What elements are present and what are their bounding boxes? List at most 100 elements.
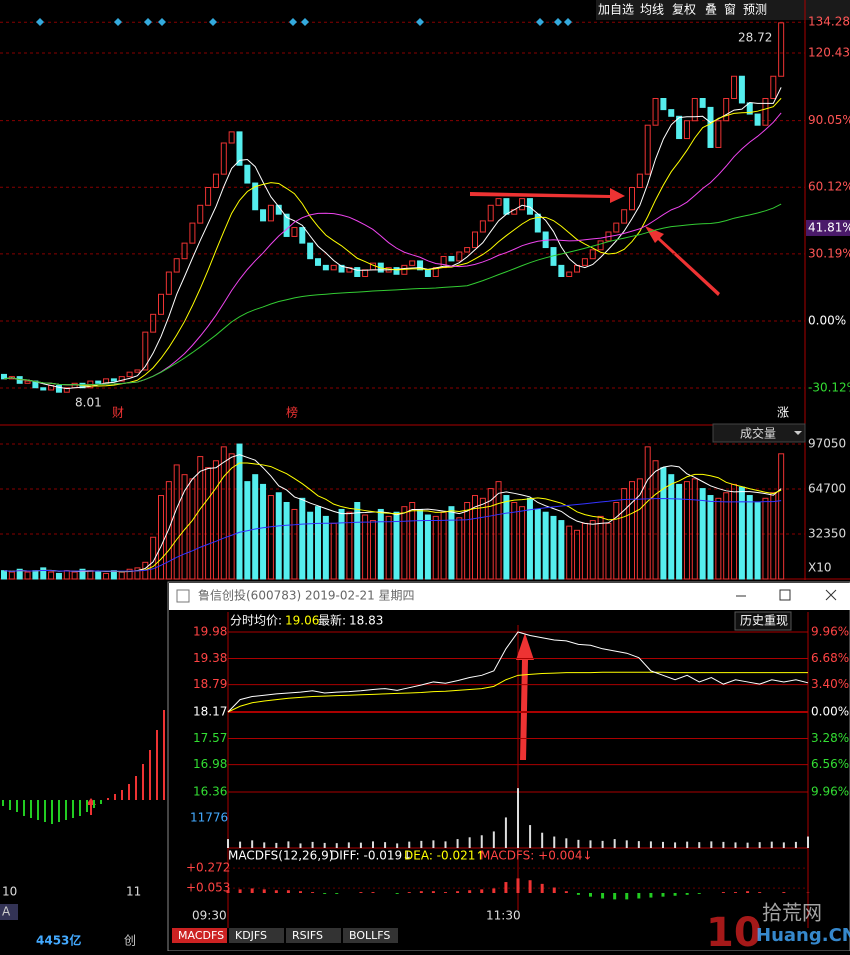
price-high: 28.72 [738,31,772,45]
indicator-select[interactable] [712,423,806,443]
y-tick-label: 134.28% [808,15,850,29]
event-diamond[interactable] [144,18,152,26]
tab-label[interactable]: MACDFS [178,929,224,942]
candle [158,293,164,315]
y-tick-label: 90.05% [808,113,850,127]
candle [715,120,722,148]
toolbar-item[interactable]: 均线 [640,3,664,17]
dropdown-arrow[interactable] [794,431,802,435]
volume-bar [165,481,172,580]
moving-average [3,203,782,386]
header-label: 分时 [230,614,254,628]
volume-bar [519,506,526,580]
volume-bar [503,495,510,580]
volume-bar [644,446,651,580]
badge-text: A [2,905,11,919]
volume-bar [534,508,541,580]
candle [212,173,219,188]
candle [322,264,329,271]
candle [424,269,431,278]
volume-bar [691,478,698,580]
toolbar-item[interactable]: 预测 [743,3,767,17]
annotation-arrow [470,188,625,203]
toolbar-item[interactable]: 复权 [672,3,696,17]
volume-bar [424,514,431,580]
candle [652,98,659,126]
candle [354,267,361,278]
event-diamond[interactable] [36,18,44,26]
event-diamond[interactable] [416,18,424,26]
volume-bar [778,453,785,580]
volume-bar [542,511,549,580]
candle [707,106,714,148]
maximize-button[interactable] [779,589,791,601]
volume-bar [32,570,39,580]
toolbar-item[interactable]: 窗 [724,3,736,17]
volume-bar [338,508,345,580]
volume-bar [1,570,7,580]
candle [448,255,455,262]
event-marker[interactable]: 涨 [777,405,789,420]
price-tick-label: 19.98 [193,624,227,638]
volume-bar [377,508,384,580]
event-marker[interactable]: 榜 [286,405,298,420]
event-diamond[interactable] [289,18,297,26]
volume-bar [558,520,565,580]
volume-bar [322,515,329,580]
pct-label: 9.96% [811,785,849,799]
candle [644,124,651,175]
volume-bar [283,501,290,580]
candle [589,249,596,260]
tab[interactable] [343,928,398,943]
macd-diff: DIFF: -0.019↓ [330,849,412,863]
event-diamond[interactable] [158,18,166,26]
volume-bar [707,495,714,580]
volume-bar [652,460,659,580]
tab-label[interactable]: BOLLFS [349,929,390,942]
tab[interactable] [229,928,284,943]
tab[interactable] [286,928,341,943]
toolbar-item[interactable]: 叠 [705,3,717,17]
volume-bar [346,511,353,580]
volume-bar [369,520,376,580]
volume-bar [71,571,78,580]
volume-bar [597,515,604,580]
volume-title[interactable]: 成交量 [740,426,776,441]
event-marker[interactable]: 财 [112,406,124,420]
macd-dea: DEA: -0.021↑ [404,849,485,863]
close-button[interactable] [825,589,837,601]
volume-bar [252,474,259,580]
volume-bar [723,492,730,580]
tab-label[interactable]: RSIFS [292,929,323,942]
volume-bar [40,567,47,580]
candle [683,120,690,140]
toolbar-item[interactable]: 加自选 [598,3,634,17]
pct-label: 0.00% [811,705,849,719]
candle [283,213,290,237]
volume-bar [605,522,612,580]
volume-bar [566,525,573,580]
event-diamond[interactable] [554,18,562,26]
watermark: 拾荒网 [762,901,822,925]
y-tick-label: 30.19% [808,246,850,260]
tab-label[interactable]: KDJFS [235,929,267,942]
candle [150,313,157,333]
window-icon [176,589,190,603]
volume-bar [417,508,424,580]
tab[interactable] [172,928,227,943]
volume-bar [126,568,133,580]
event-diamond[interactable] [564,18,572,26]
candle [668,109,675,117]
event-diamond[interactable] [209,18,217,26]
volume-bar [150,536,157,580]
pct-label: 3.40% [811,677,849,691]
history-button[interactable] [734,611,792,631]
candle [330,264,337,271]
history-text[interactable]: 历史重现 [740,614,788,628]
event-diamond[interactable] [301,18,309,26]
candle [770,75,777,99]
event-diamond[interactable] [114,18,122,26]
candle [252,182,259,211]
event-diamond[interactable] [536,18,544,26]
candle [479,220,486,233]
